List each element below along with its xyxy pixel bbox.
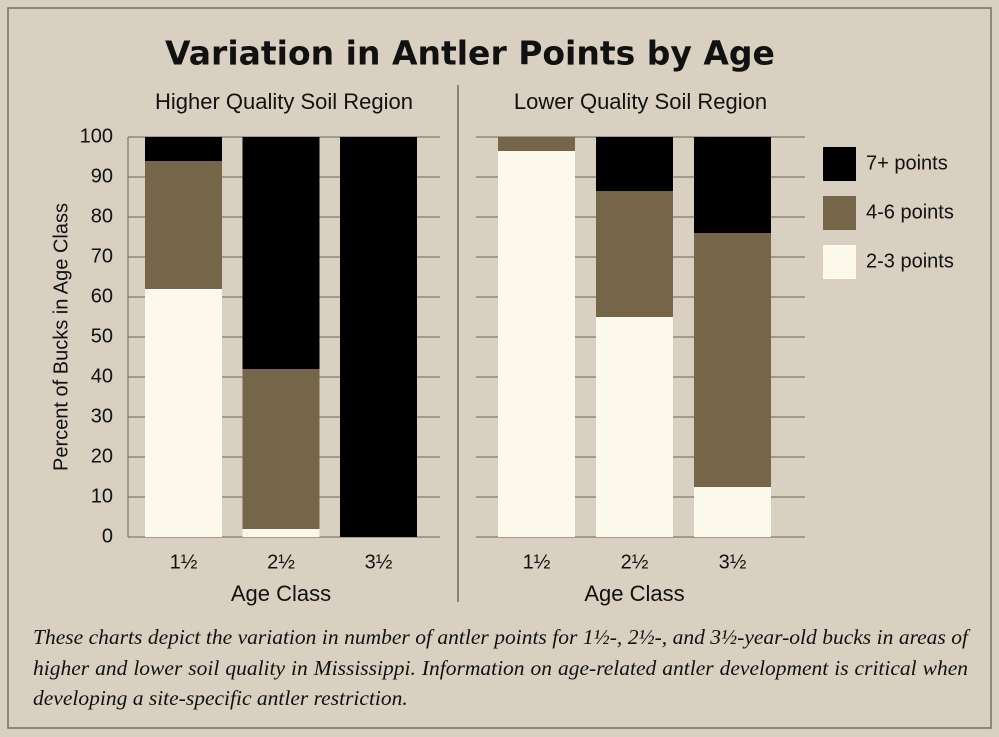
x-tick-label: 2½ [267,551,295,573]
x-tick-label: 1½ [170,551,198,573]
y-tick-label: 80 [91,205,113,227]
legend-label: 2-3 points [866,250,954,272]
bar-segment [498,137,575,151]
bar-segment [694,233,771,487]
bar-segment [596,317,673,537]
bar-segment [596,137,673,191]
bar-segment [145,161,222,289]
frame [7,7,992,729]
x-tick-label: 1½ [523,551,551,573]
bar-segment [694,137,771,233]
x-tick-label: 2½ [621,551,649,573]
y-tick-label: 20 [91,445,113,467]
y-tick-label: 10 [91,485,113,507]
bar-segment [498,151,575,537]
bar-segment [340,137,417,537]
panel-subtitle: Lower Quality Soil Region [514,89,767,114]
y-tick-label: 70 [91,245,113,267]
x-tick-label: 3½ [719,551,747,573]
y-tick-label: 0 [102,525,113,547]
x-tick-label: 3½ [365,551,393,573]
bar-segment [242,369,320,529]
y-tick-label: 90 [91,165,113,187]
bar-segment [242,529,320,537]
chart-title: Variation in Antler Points by Age [165,34,775,73]
x-axis-label: Age Class [231,581,331,606]
y-tick-label: 100 [80,125,113,147]
y-tick-label: 60 [91,285,113,307]
bar-segment [145,137,222,161]
y-tick-label: 30 [91,405,113,427]
caption: These charts depict the variation in num… [33,625,968,710]
y-tick-label: 40 [91,365,113,387]
bar-segment [242,137,320,369]
y-tick-label: 50 [91,325,113,347]
panel-subtitle: Higher Quality Soil Region [155,89,413,114]
legend-swatch [823,196,856,230]
bar-segment [694,487,771,537]
legend-label: 7+ points [866,152,948,174]
legend-swatch [823,245,856,279]
x-axis-label: Age Class [584,581,684,606]
legend-swatch [823,147,856,181]
y-axis-label: Percent of Bucks in Age Class [50,203,72,471]
bar-segment [145,289,222,537]
bar-segment [596,191,673,317]
legend-label: 4-6 points [866,201,954,223]
